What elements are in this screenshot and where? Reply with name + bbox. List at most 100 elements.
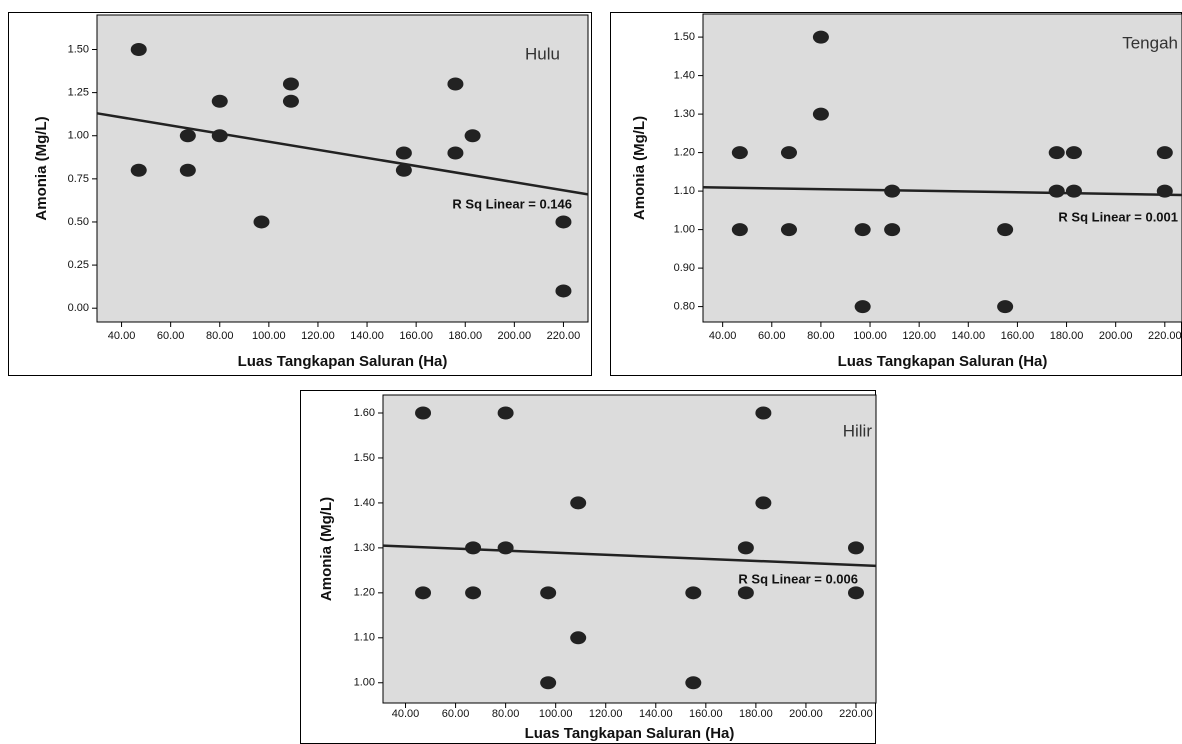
x-tick-label: 160.00 [689, 708, 723, 720]
data-point [465, 586, 481, 599]
data-point [685, 586, 701, 599]
y-tick-label: 1.50 [674, 31, 695, 43]
x-tick-label: 40.00 [392, 708, 420, 720]
y-tick-label: 1.40 [354, 497, 375, 509]
r-squared-label: R Sq Linear = 0.001 [1058, 209, 1178, 224]
x-tick-label: 100.00 [539, 708, 573, 720]
data-point [465, 541, 481, 554]
x-axis-title: Luas Tangkapan Saluran (Ha) [525, 725, 735, 742]
plot-area [97, 15, 588, 322]
data-point [415, 406, 431, 419]
y-tick-label: 1.30 [674, 108, 695, 120]
data-point [855, 223, 871, 236]
data-point [732, 223, 748, 236]
x-tick-label: 60.00 [442, 708, 470, 720]
y-tick-label: 1.00 [68, 130, 89, 142]
x-tick-label: 80.00 [807, 330, 835, 342]
x-tick-label: 120.00 [301, 330, 335, 342]
x-tick-label: 40.00 [709, 330, 737, 342]
y-tick-label: 1.20 [354, 587, 375, 599]
data-point [396, 146, 412, 159]
data-point [855, 300, 871, 313]
x-tick-label: 220.00 [1148, 330, 1182, 342]
y-tick-label: 1.00 [354, 677, 375, 689]
data-point [396, 164, 412, 177]
y-tick-label: 0.80 [674, 301, 695, 313]
data-point [781, 223, 797, 236]
x-tick-label: 60.00 [157, 330, 185, 342]
x-tick-label: 120.00 [902, 330, 936, 342]
data-point [283, 77, 299, 90]
r-squared-label: R Sq Linear = 0.146 [452, 196, 572, 211]
x-tick-label: 220.00 [839, 708, 873, 720]
x-axis-title: Luas Tangkapan Saluran (Ha) [238, 353, 448, 370]
data-point [180, 164, 196, 177]
data-point [685, 676, 701, 689]
y-axis-title: Amonia (Mg/L) [631, 116, 648, 220]
data-point [997, 223, 1013, 236]
y-tick-label: 1.00 [674, 224, 695, 236]
x-tick-label: 60.00 [758, 330, 786, 342]
data-point [131, 164, 147, 177]
x-axis-title: Luas Tangkapan Saluran (Ha) [838, 353, 1048, 370]
x-tick-label: 160.00 [399, 330, 433, 342]
x-tick-label: 160.00 [1001, 330, 1035, 342]
y-tick-label: 0.75 [68, 173, 89, 185]
y-tick-label: 1.30 [354, 542, 375, 554]
r-squared-label: R Sq Linear = 0.006 [738, 571, 858, 586]
y-tick-label: 0.25 [68, 259, 89, 271]
data-point [1049, 146, 1065, 159]
x-tick-label: 100.00 [252, 330, 286, 342]
data-point [1157, 146, 1173, 159]
y-tick-label: 0.90 [674, 262, 695, 274]
data-point [212, 95, 228, 108]
y-axis-title: Amonia (Mg/L) [318, 497, 335, 601]
data-point [570, 496, 586, 509]
data-point [498, 541, 514, 554]
data-point [1066, 146, 1082, 159]
data-point [738, 586, 754, 599]
data-point [781, 146, 797, 159]
y-tick-label: 1.60 [354, 407, 375, 419]
data-point [212, 129, 228, 142]
plot-area [703, 14, 1182, 322]
data-point [884, 185, 900, 198]
y-axis-title: Amonia (Mg/L) [33, 116, 50, 220]
y-tick-label: 0.50 [68, 216, 89, 228]
data-point [131, 43, 147, 56]
data-point [738, 541, 754, 554]
y-tick-label: 1.25 [68, 87, 89, 99]
x-tick-label: 140.00 [639, 708, 673, 720]
y-tick-label: 1.10 [354, 632, 375, 644]
y-tick-label: 0.00 [68, 302, 89, 314]
data-point [848, 586, 864, 599]
panel-name: Hilir [843, 421, 873, 440]
data-point [813, 108, 829, 121]
data-point [283, 95, 299, 108]
figure: 40.00 60.00 80.00 100.00 120.00 140.00 160.00 1… [0, 0, 1182, 744]
data-point [1157, 185, 1173, 198]
x-tick-label: 140.00 [951, 330, 985, 342]
data-point [848, 541, 864, 554]
x-tick-label: 80.00 [206, 330, 234, 342]
data-point [498, 406, 514, 419]
data-point [1066, 185, 1082, 198]
y-tick-label: 1.50 [354, 452, 375, 464]
data-point [447, 146, 463, 159]
scatter-panel: 40.00 60.00 80.00 100.00 120.00 140.00 160.00 1… [9, 13, 592, 376]
x-tick-label: 180.00 [1050, 330, 1084, 342]
panel-name: Tengah [1122, 33, 1178, 52]
x-tick-label: 140.00 [350, 330, 384, 342]
data-point [447, 77, 463, 90]
y-tick-label: 1.10 [674, 185, 695, 197]
data-point [555, 215, 571, 228]
y-tick-label: 1.20 [674, 147, 695, 159]
data-point [415, 586, 431, 599]
x-tick-label: 40.00 [108, 330, 136, 342]
data-point [813, 31, 829, 44]
data-point [465, 129, 481, 142]
data-point [997, 300, 1013, 313]
data-point [884, 223, 900, 236]
